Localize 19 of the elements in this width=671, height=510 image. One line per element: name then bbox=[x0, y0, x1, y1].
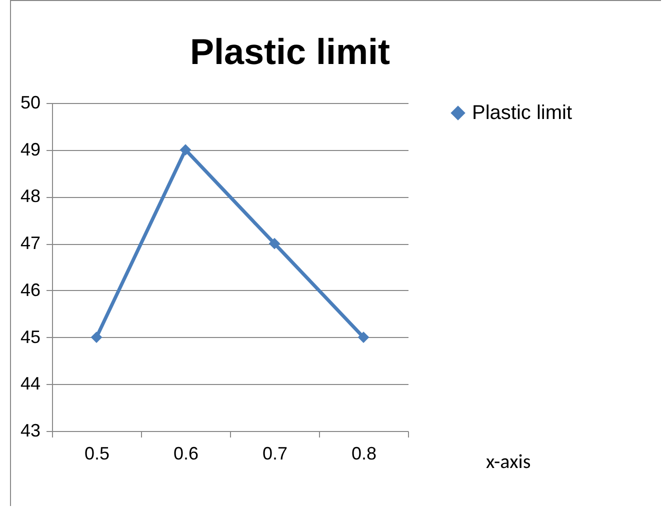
text: x-axis bbox=[486, 450, 531, 474]
x-tick-label: 0.7 bbox=[262, 444, 288, 464]
y-tick-label: 48 bbox=[20, 186, 40, 206]
y-tick-label: 43 bbox=[20, 420, 40, 440]
legend-label: Plastic limit bbox=[472, 102, 572, 124]
x-tick-label: 0.8 bbox=[351, 444, 377, 464]
y-tick-label: 50 bbox=[20, 92, 40, 112]
point bbox=[180, 144, 192, 156]
y-tick-label: 49 bbox=[20, 139, 40, 160]
y-tick-label: 44 bbox=[20, 374, 40, 394]
x-tick-label: 0.6 bbox=[173, 444, 199, 464]
y-tick-label: 45 bbox=[20, 326, 40, 347]
chart-title: Plastic limit bbox=[190, 31, 390, 72]
point bbox=[90, 332, 102, 343]
y-tick-label: 46 bbox=[20, 280, 40, 300]
x-tick-label: 0.5 bbox=[84, 444, 110, 464]
point bbox=[268, 238, 280, 250]
y-tick-label: 47 bbox=[20, 233, 40, 254]
point bbox=[358, 332, 370, 343]
